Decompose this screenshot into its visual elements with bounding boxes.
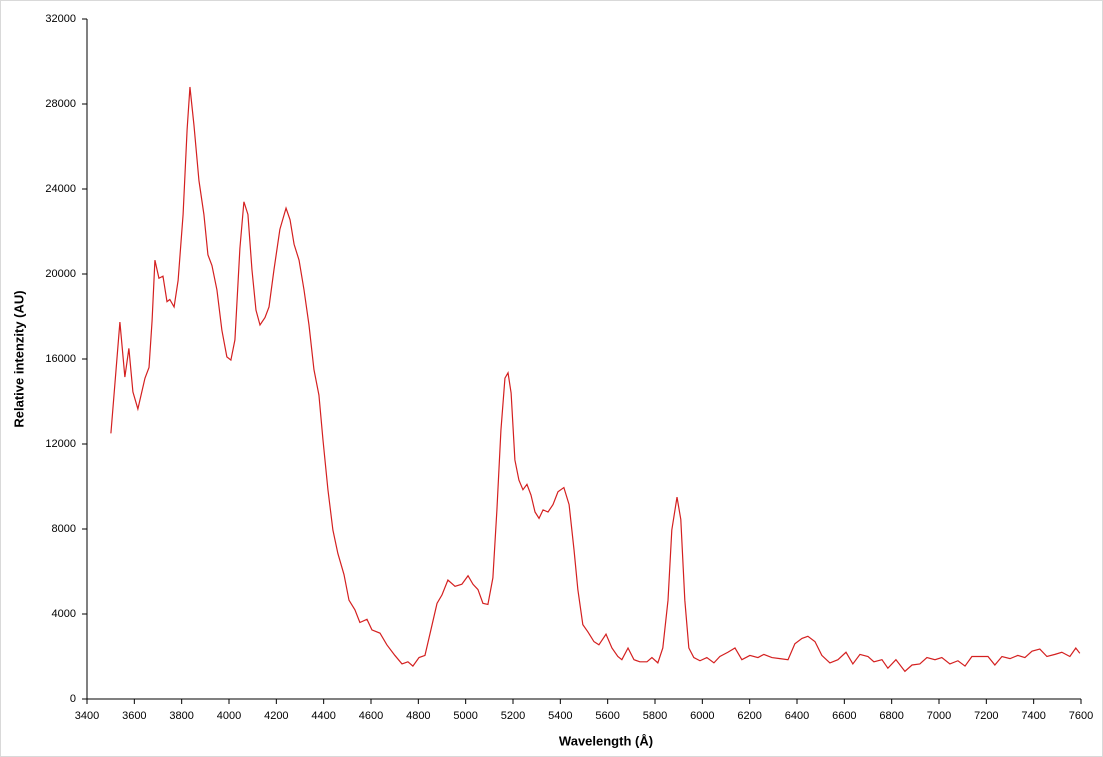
x-tick-label: 6200 <box>737 710 761 722</box>
y-tick-label: 32000 <box>45 13 76 25</box>
x-tick-label: 5000 <box>453 710 477 722</box>
x-tick-label: 3600 <box>122 710 146 722</box>
x-tick-label: 7200 <box>974 710 998 722</box>
y-tick-label: 20000 <box>45 268 76 280</box>
y-axis-label: Relative intenzity (AU) <box>11 290 26 427</box>
x-tick-label: 6000 <box>690 710 714 722</box>
x-axis-label: Wavelength (Å) <box>559 733 653 748</box>
y-tick-label: 24000 <box>45 183 76 195</box>
x-tick-label: 4400 <box>311 710 335 722</box>
x-tick-label: 7000 <box>927 710 951 722</box>
x-tick-label: 3400 <box>75 710 99 722</box>
x-tick-label: 4600 <box>359 710 383 722</box>
y-tick-label: 12000 <box>45 438 76 450</box>
y-tick-label: 16000 <box>45 353 76 365</box>
x-tick-label: 5600 <box>595 710 619 722</box>
x-tick-label: 6400 <box>785 710 809 722</box>
y-tick-label: 0 <box>70 693 76 705</box>
y-tick-label: 8000 <box>52 523 76 535</box>
x-tick-label: 5400 <box>548 710 572 722</box>
x-tick-label: 7400 <box>1021 710 1045 722</box>
x-tick-label: 5200 <box>501 710 525 722</box>
x-tick-label: 4800 <box>406 710 430 722</box>
x-tick-label: 4000 <box>217 710 241 722</box>
x-tick-label: 6600 <box>832 710 856 722</box>
x-tick-label: 6800 <box>879 710 903 722</box>
x-tick-label: 3800 <box>169 710 193 722</box>
y-tick-label: 28000 <box>45 98 76 110</box>
spectrum-line <box>110 86 1081 673</box>
y-tick-label: 4000 <box>52 608 76 620</box>
x-tick-label: 4200 <box>264 710 288 722</box>
x-tick-label: 5800 <box>643 710 667 722</box>
x-tick-label: 7600 <box>1069 710 1093 722</box>
